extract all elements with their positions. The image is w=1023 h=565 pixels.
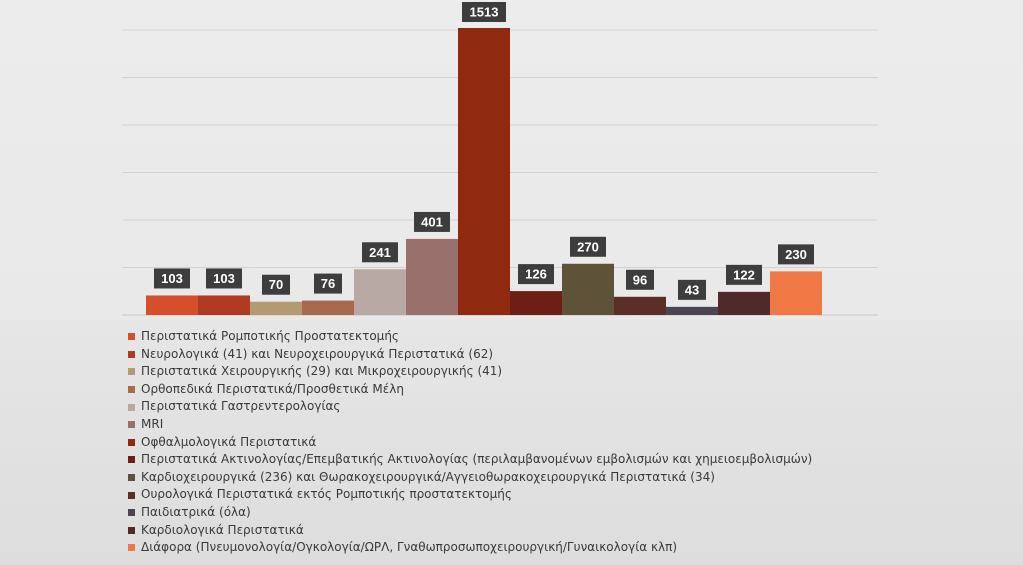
data-label: 241	[362, 242, 398, 263]
data-label: 270	[570, 236, 606, 257]
legend-label: Διάφορα (Πνευμονολογία/Ογκολογία/ΩΡΛ, Γν…	[141, 540, 678, 555]
bar	[666, 306, 718, 315]
bar	[770, 271, 822, 315]
legend-label: Περιστατικά Γαστρεντερολογίας	[141, 399, 341, 414]
legend-label: Ορθοπεδικά Περιστατικά/Προσθετικά Μέλη	[141, 381, 404, 396]
data-label-box	[206, 268, 242, 289]
data-label: 43	[678, 279, 706, 300]
legend-item: Οφθαλμολογικά Περιστατικά	[118, 434, 1018, 452]
data-label: 1513	[462, 2, 506, 22]
data-label-text: 103	[213, 271, 235, 286]
data-label-text: 103	[161, 271, 183, 286]
data-label-text: 70	[269, 277, 283, 292]
data-label: 230	[778, 244, 814, 265]
data-label: 122	[726, 264, 762, 285]
legend-label: Καρδιοχειρουργικά (236) και Θωρακοχειρου…	[141, 469, 715, 484]
data-label-text: 43	[685, 282, 699, 297]
data-label-box	[362, 242, 398, 263]
legend-item: Περιστατικά Ακτινολογίας/Επεμβατικής Ακτ…	[118, 451, 1018, 469]
legend-label: MRI	[141, 416, 164, 431]
legend-label: Καρδιολογικά Περιστατικά	[141, 522, 304, 537]
data-label-text: 230	[785, 247, 807, 262]
legend-label: Παιδιατρικά (όλα)	[141, 504, 251, 519]
legend-swatch	[128, 421, 135, 429]
data-label-box	[314, 273, 342, 294]
legend-panel	[0, 320, 1023, 565]
legend-item: Καρδιοχειρουργικά (236) και Θωρακοχειρου…	[118, 469, 1018, 487]
bar	[718, 291, 770, 315]
legend-item: MRI	[118, 416, 1018, 434]
bar	[146, 295, 198, 315]
legend-swatch	[128, 368, 135, 376]
bar	[354, 269, 406, 315]
bar	[302, 300, 354, 315]
plot-area: 103 103 70 76 241 401 1513 126 270 96 43 122 230	[122, 2, 878, 316]
data-label: 70	[262, 274, 290, 295]
legend-swatch	[128, 403, 135, 411]
legend-item: Διάφορα (Πνευμονολογία/Ογκολογία/ΩΡΛ, Γν…	[118, 539, 1018, 557]
data-label-box	[414, 211, 450, 232]
data-label: 96	[626, 269, 654, 290]
legend-label: Νευρολογικά (41) και Νευροχειρουργικά Πε…	[141, 346, 494, 361]
legend-swatch	[128, 456, 135, 464]
bar	[250, 301, 302, 315]
data-label: 401	[414, 211, 450, 232]
bar	[614, 296, 666, 315]
legend-swatch	[128, 474, 135, 482]
legend-label: Περιστατικά Χειρουργικής (29) και Μικροχ…	[141, 364, 503, 379]
data-label-box	[726, 264, 762, 285]
data-label-text: 96	[633, 272, 647, 287]
legend-swatch	[128, 333, 135, 341]
data-label-text: 76	[321, 276, 335, 291]
legend-item: Καρδιολογικά Περιστατικά	[118, 522, 1018, 540]
legend: Περιστατικά Ρομποτικής Προστατεκτομής Νευ…	[118, 328, 1018, 557]
legend-item: Περιστατικά Γαστρεντερολογίας	[118, 398, 1018, 416]
data-label-box	[626, 269, 654, 290]
legend-swatch	[128, 438, 135, 446]
bar	[458, 28, 510, 315]
legend-item: Νευρολογικά (41) και Νευροχειρουργικά Πε…	[118, 346, 1018, 364]
data-label: 103	[206, 268, 242, 289]
data-label-text: 126	[525, 267, 547, 282]
legend-item: Περιστατικά Ρομποτικής Προστατεκτομής	[118, 328, 1018, 346]
data-label-text: 270	[577, 239, 599, 254]
legend-item: Ορθοπεδικά Περιστατικά/Προσθετικά Μέλη	[118, 381, 1018, 399]
data-label-text: 122	[733, 267, 755, 282]
legend-swatch	[128, 526, 135, 534]
legend-label: Περιστατικά Ακτινολογίας/Επεμβατικής Ακτ…	[141, 452, 813, 467]
data-label-text: 241	[369, 245, 391, 260]
data-label-box	[778, 244, 814, 265]
legend-swatch	[128, 544, 135, 552]
legend-label: Περιστατικά Ρομποτικής Προστατεκτομής	[141, 329, 399, 343]
legend-item: Περιστατικά Χειρουργικής (29) και Μικροχ…	[118, 363, 1018, 381]
bar	[510, 291, 562, 315]
legend-swatch	[128, 491, 135, 499]
bar	[562, 263, 614, 315]
bar	[406, 238, 458, 315]
data-label-box	[570, 236, 606, 257]
data-label-text: 401	[421, 214, 443, 229]
legend-swatch	[128, 386, 135, 394]
bar	[198, 295, 250, 315]
legend-label: Οφθαλμολογικά Περιστατικά	[141, 434, 317, 449]
legend-label: Ουρολογικά Περιστατικά εκτός Ρομποτικής …	[141, 487, 512, 502]
legend-item: Ουρολογικά Περιστατικά εκτός Ρομποτικής …	[118, 486, 1018, 504]
data-label: 103	[154, 268, 190, 289]
legend-item: Παιδιατρικά (όλα)	[118, 504, 1018, 522]
data-label-box	[154, 268, 190, 289]
data-label-box	[518, 264, 554, 285]
data-label-box	[678, 279, 706, 300]
legend-swatch	[128, 509, 135, 517]
data-label: 126	[518, 264, 554, 285]
legend-swatch	[128, 350, 135, 358]
data-label-text: 1513	[470, 5, 499, 20]
data-label: 76	[314, 273, 342, 294]
data-label-box	[462, 2, 506, 22]
data-label-box	[262, 274, 290, 295]
